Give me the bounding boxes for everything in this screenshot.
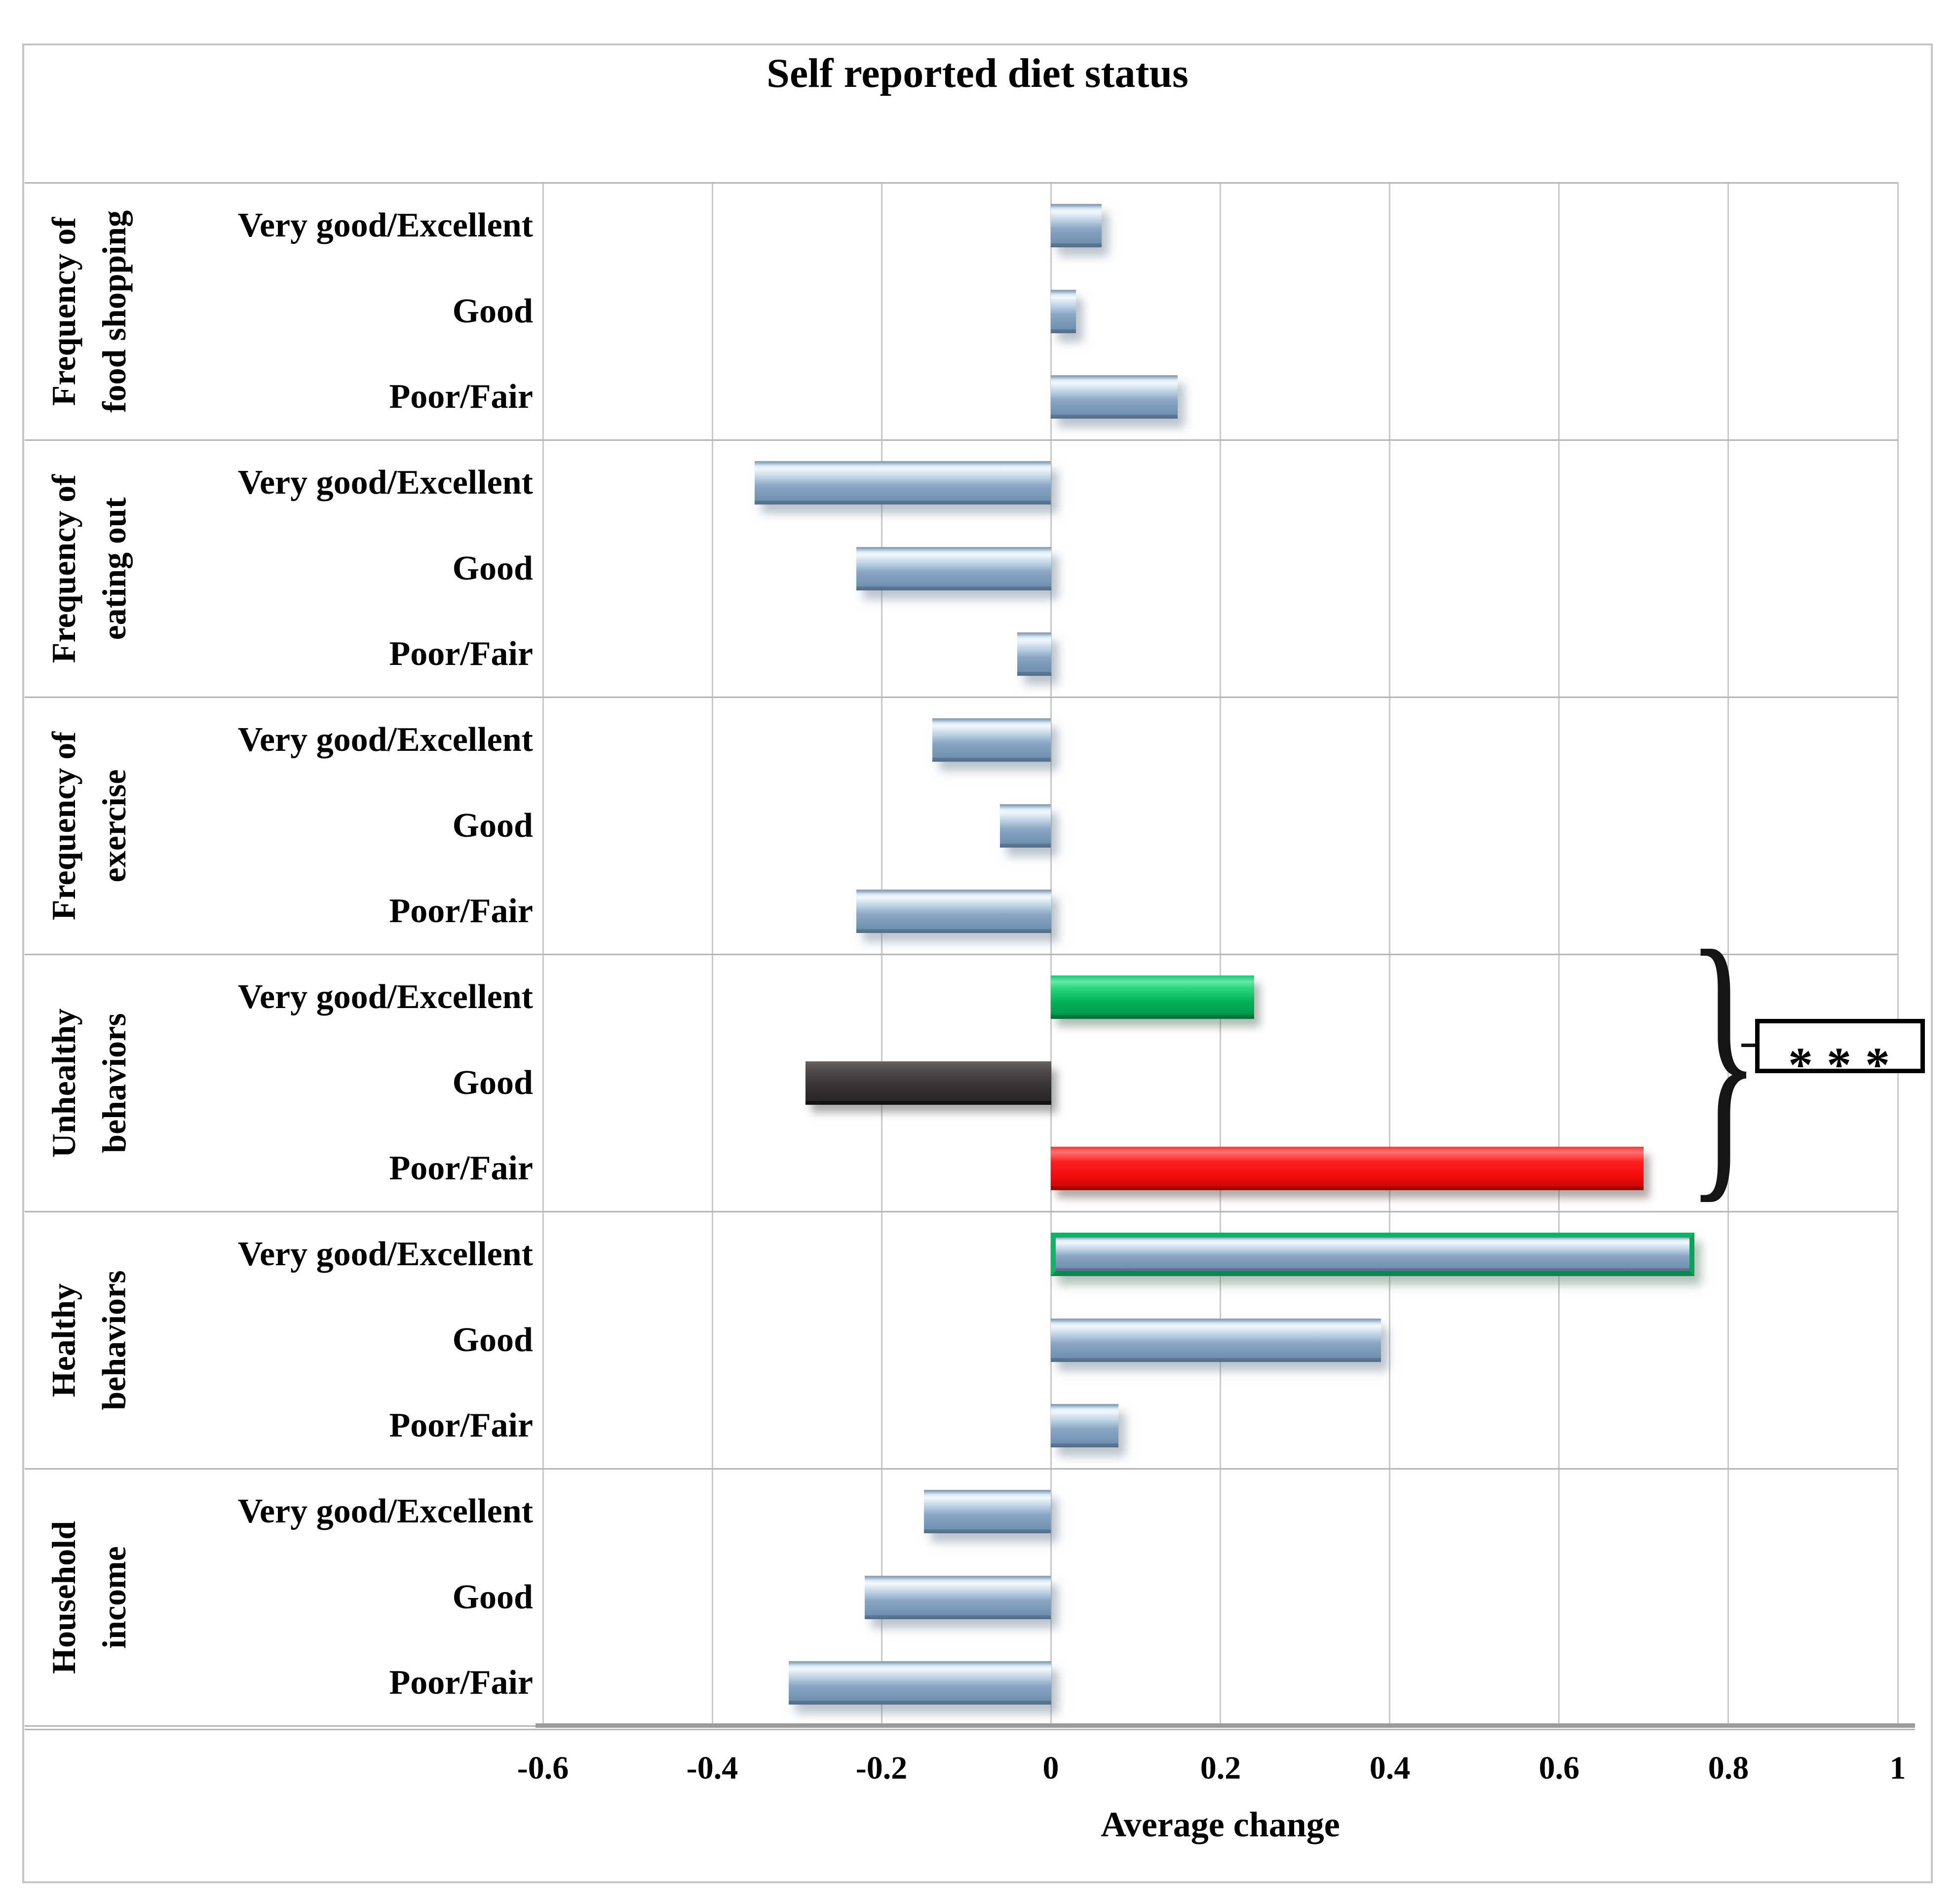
category-label: Very good/Excellent (237, 721, 533, 759)
x-tick-label: 0.8 (1708, 1750, 1749, 1786)
group-label: Healthy behaviors (20, 1211, 158, 1469)
x-tick-label: 0.2 (1200, 1750, 1241, 1786)
bar (1051, 1404, 1118, 1447)
group-label-line: Frequency of (45, 731, 83, 920)
bar (1017, 632, 1051, 676)
category-label: Very good/Excellent (237, 206, 533, 244)
group-separator (25, 1468, 1898, 1470)
group-label-text: Healthy behaviors (38, 1270, 139, 1410)
x-axis-line (536, 1723, 1915, 1728)
group-label-line: Household (45, 1520, 83, 1674)
significance-stars: *** (1788, 1037, 1904, 1092)
category-label: Poor/Fair (389, 1406, 533, 1444)
category-label: Very good/Excellent (237, 1492, 533, 1530)
group-label-text: Frequency of eating out (38, 474, 139, 662)
x-axis-baseline (25, 1729, 1915, 1730)
bar (1051, 975, 1254, 1019)
group-label-line: exercise (95, 769, 133, 883)
bar (1051, 1319, 1381, 1362)
group-label-text: Household income (38, 1521, 139, 1674)
group-label-line: behaviors (95, 1270, 133, 1410)
group-label-line: Unhealthy (45, 1008, 82, 1158)
category-label: Good (452, 807, 533, 845)
bar (1051, 1233, 1694, 1276)
group-label: Unhealthy behaviors (20, 954, 158, 1211)
gridline (1897, 183, 1899, 1726)
x-tick-label: 0.4 (1369, 1750, 1411, 1786)
group-label-line: Frequency of (45, 217, 82, 406)
bar (755, 461, 1051, 505)
category-label: Poor/Fair (389, 378, 533, 416)
category-label: Very good/Excellent (237, 978, 533, 1016)
bar (1051, 375, 1178, 419)
category-label: Good (452, 1064, 533, 1102)
significance-bracket: } (1684, 889, 1763, 1228)
category-label: Poor/Fair (389, 892, 533, 930)
group-separator (25, 954, 1898, 955)
significance-box: *** (1755, 1019, 1925, 1092)
group-label-line: eating out (95, 497, 133, 640)
category-label: Good (452, 1578, 533, 1616)
chart-title: Self reported diet status (767, 50, 1188, 96)
group-separator (25, 1211, 1898, 1212)
category-label: Poor/Fair (389, 1664, 533, 1702)
bracket-connector-line (1741, 1044, 1762, 1047)
bar (932, 718, 1051, 762)
group-label: Frequency of exercise (20, 697, 158, 954)
bar (1000, 804, 1051, 848)
group-label-text: Frequency of food shopping (38, 210, 139, 412)
bar (805, 1061, 1051, 1105)
group-label-text: Unhealthy behaviors (38, 1008, 139, 1157)
bar (789, 1661, 1051, 1705)
bar (1051, 204, 1102, 247)
bar (856, 890, 1051, 933)
group-separator (25, 182, 1898, 184)
x-tick-label: -0.2 (855, 1750, 908, 1786)
bar (924, 1490, 1051, 1533)
group-separator (25, 439, 1898, 441)
x-tick-label: -0.6 (517, 1750, 569, 1786)
x-tick-label: 0 (1042, 1750, 1059, 1786)
group-label-line: Frequency of (45, 474, 83, 663)
category-label: Good (452, 292, 533, 330)
group-separator (25, 697, 1898, 698)
category-label: Good (452, 1321, 533, 1359)
x-tick-label: 0.6 (1538, 1750, 1580, 1786)
group-label-line: Healthy (45, 1283, 83, 1397)
group-label-line: food shopping (95, 210, 133, 413)
group-label: Frequency of eating out (20, 440, 158, 697)
category-label: Very good/Excellent (237, 1235, 533, 1273)
bar (856, 547, 1051, 590)
category-label: Poor/Fair (389, 1149, 533, 1187)
group-label: Household income (20, 1469, 158, 1726)
x-tick-label: 1 (1889, 1750, 1906, 1786)
group-label-line: behaviors (95, 1012, 133, 1153)
x-axis-title: Average change (1101, 1805, 1340, 1844)
bar (1051, 290, 1076, 333)
bar (1051, 1147, 1644, 1190)
x-tick-label: -0.4 (686, 1750, 738, 1786)
group-label-line: income (95, 1546, 133, 1649)
category-label: Good (452, 549, 533, 587)
curly-brace-glyph: } (1687, 889, 1761, 1228)
bar (865, 1576, 1051, 1619)
category-label: Poor/Fair (389, 635, 533, 673)
category-label: Very good/Excellent (237, 464, 533, 502)
group-label-text: Frequency of exercise (38, 731, 139, 920)
group-label: Frequency of food shopping (20, 183, 158, 440)
